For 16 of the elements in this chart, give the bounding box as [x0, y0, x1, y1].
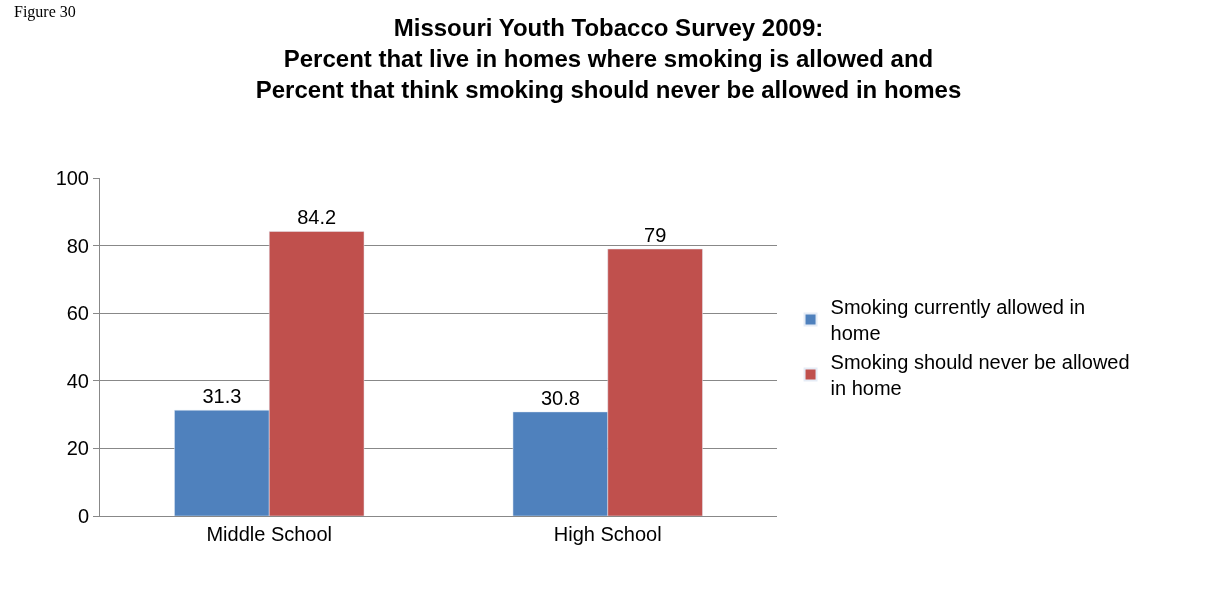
x-tick-label: Middle School	[206, 523, 333, 545]
y-tick-label: 60	[66, 302, 89, 325]
legend-label: Smoking should never be allowed in home	[830, 351, 1130, 400]
legend-label: Smoking currently allowed in home	[830, 296, 1086, 345]
chart-title: Missouri Youth Tobacco Survey 2009: Percent that live in homes where smoking is allowed and Percent that think smoking should never be allowed in homes	[255, 13, 962, 104]
y-tick-label: 100	[55, 167, 89, 189]
data-label: 30.8	[540, 386, 580, 409]
y-tick-label: 20	[66, 437, 89, 460]
x-tick-label: High School	[553, 523, 662, 545]
caption: Figure 30	[14, 3, 76, 21]
data-label: 84.2	[297, 206, 337, 229]
data-label: 31.3	[202, 385, 242, 408]
y-tick-label: 80	[66, 234, 89, 257]
data-label: 79	[644, 223, 667, 246]
y-tick-label: 0	[77, 505, 89, 527]
y-tick-label: 40	[66, 369, 89, 392]
